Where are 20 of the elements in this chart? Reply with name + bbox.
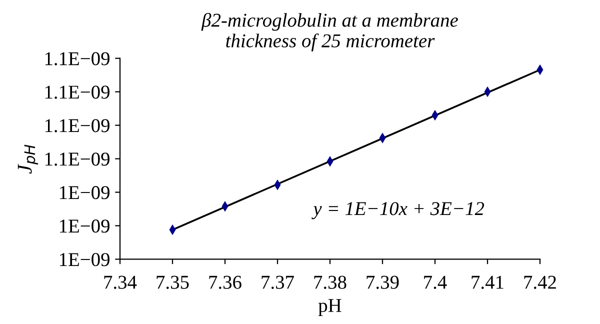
x-tick-label: 7.34 (104, 276, 137, 289)
annotation: y = 1E−10x + 3E−12 (312, 202, 484, 220)
y-tick-label: 1E−09 (60, 253, 110, 266)
chart-title: β2-microglobulin at a membrane thickness of 25 micrometer (201, 12, 458, 52)
y-tick-label: 1.1E−09 (45, 119, 110, 132)
x-tick-label: 7.35 (156, 276, 189, 289)
y-tick-label: 1.1E−09 (45, 52, 110, 66)
x-tick-label: 7.36 (209, 276, 242, 289)
x-tick-label: 7.4 (424, 276, 447, 289)
x-axis-title: pH (318, 299, 342, 316)
x-tick-label: 7.37 (262, 276, 294, 289)
y-tick-label: 1.1E−09 (45, 152, 110, 166)
y-tick-label: 1E−09 (60, 186, 110, 200)
x-tick-label: 7.39 (366, 276, 399, 289)
y-tick-label: 1.1E−09 (45, 86, 110, 99)
x-tick-label: 7.42 (524, 276, 556, 289)
x-tick-label: 7.41 (472, 276, 504, 289)
y-tick-label: 1E−09 (60, 220, 110, 233)
x-tick-label: 7.38 (314, 276, 346, 289)
y-axis-title: J$_{pH}$ (18, 144, 38, 174)
